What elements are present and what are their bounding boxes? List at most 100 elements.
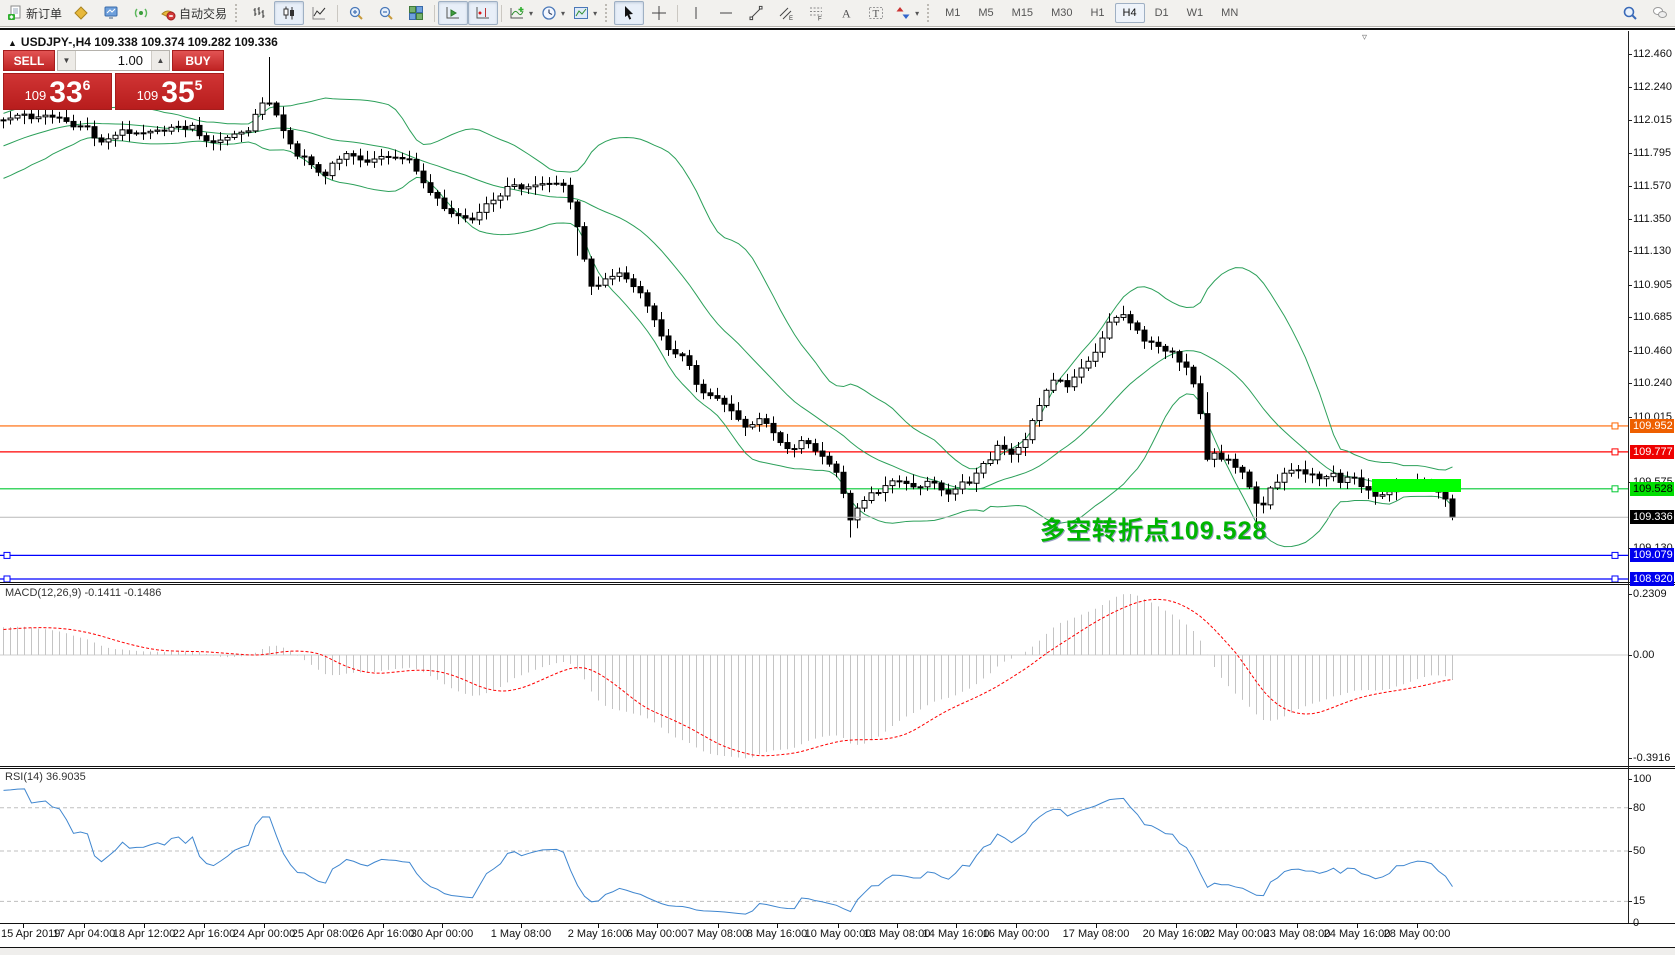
hline-handle-icon[interactable] (1611, 448, 1619, 456)
market-watch-button[interactable] (96, 1, 126, 25)
time-label[interactable]: 22 Apr 16:00 (172, 928, 236, 940)
time-label[interactable]: 24 May 16:00 (1323, 928, 1391, 940)
timeframe-h1-button[interactable]: H1 (1090, 7, 1105, 19)
time-label[interactable]: 18 Apr 12:00 (112, 928, 176, 940)
cursor-button[interactable] (614, 1, 645, 25)
time-label[interactable]: 17 May 08:00 (1062, 928, 1130, 940)
templates-button[interactable]: ▾ (569, 1, 601, 25)
bar-chart-button[interactable] (244, 1, 274, 25)
candlestick-button[interactable] (274, 1, 305, 25)
time-label[interactable]: 7 May 08:00 (687, 928, 749, 940)
timeframe-w1-button[interactable]: W1 (1186, 7, 1204, 19)
profile-icon (73, 5, 89, 21)
timeframe-m30-button[interactable]: M30 (1051, 7, 1073, 19)
hline-handle-icon[interactable] (1611, 485, 1619, 493)
new-order-button[interactable]: 新订单 (3, 1, 66, 25)
timeframe-m5-button[interactable]: M5 (978, 7, 994, 19)
time-tick (657, 924, 658, 928)
bollinger-upper-band (3, 97, 1453, 471)
hline-handle-icon[interactable] (1611, 551, 1619, 559)
time-label[interactable]: 14 May 16:00 (922, 928, 990, 940)
time-label[interactable]: 15 Apr 2019 (1, 928, 61, 940)
window-bottom-line (0, 947, 1675, 948)
time-label[interactable]: 17 Apr 04:00 (52, 928, 116, 940)
time-label[interactable]: 22 May 00:00 (1202, 928, 1270, 940)
time-tick (204, 924, 205, 928)
arrows-button[interactable]: ▾ (891, 1, 923, 25)
toolbar-separator (501, 4, 503, 22)
fibonacci-button[interactable]: F (801, 1, 831, 25)
hline-button[interactable] (711, 1, 741, 25)
autoscroll-button[interactable] (438, 1, 469, 25)
autotrade-button[interactable]: 自动交易 (156, 1, 231, 25)
time-label[interactable]: 1 May 08:00 (490, 928, 552, 940)
text-button[interactable]: A (831, 1, 861, 25)
periods-button[interactable]: ▾ (537, 1, 569, 25)
volume-increase-button[interactable]: ▲ (151, 51, 169, 70)
channel-button[interactable]: E (771, 1, 801, 25)
rsi-axis-value: 100 (1633, 773, 1652, 785)
time-label[interactable]: 23 May 08:00 (1263, 928, 1331, 940)
chart-annotation-text[interactable]: 多空转折点109.528 (1040, 517, 1268, 545)
timeframe-m15-button[interactable]: M15 (1011, 7, 1034, 19)
bollinger-middle-band (3, 122, 1453, 490)
time-label[interactable]: 26 Apr 16:00 (351, 928, 415, 940)
time-label[interactable]: 6 May 00:00 (626, 928, 688, 940)
indicators-button[interactable]: ▾ (505, 1, 537, 25)
rsi-indicator-label: RSI(14) 36.9035 (5, 771, 86, 783)
autotrade-button-label: 自动交易 (179, 6, 228, 21)
price-tick: 111.130 (1633, 245, 1672, 258)
chat-button[interactable] (1645, 1, 1675, 25)
vline-button[interactable] (681, 1, 711, 25)
price-tick-tick (1628, 119, 1632, 121)
search-button[interactable] (1615, 1, 1645, 25)
zoom-out-button[interactable] (371, 1, 401, 25)
time-label[interactable]: 30 Apr 00:00 (410, 928, 474, 940)
buy-button[interactable]: BUY (172, 50, 224, 71)
crosshair-button[interactable] (644, 1, 674, 25)
timeframe-d1-button[interactable]: D1 (1154, 7, 1169, 19)
time-label[interactable]: 13 May 08:00 (863, 928, 931, 940)
timeframe-m1-button[interactable]: M1 (945, 7, 961, 19)
label-button[interactable]: T (861, 1, 891, 25)
signals-button[interactable] (126, 1, 156, 25)
collapse-panel-icon[interactable]: ▲ (8, 38, 17, 48)
hline-price-label: 109.079 (1630, 548, 1674, 563)
timeframe-mn-button[interactable]: MN (1221, 7, 1239, 19)
time-label[interactable]: 24 Apr 00:00 (232, 928, 296, 940)
profile-button[interactable] (66, 1, 96, 25)
highlight-rectangle[interactable] (1372, 479, 1461, 492)
bar-chart-icon (251, 5, 267, 21)
time-label[interactable]: 2 May 16:00 (567, 928, 629, 940)
time-label[interactable]: 16 May 00:00 (982, 928, 1050, 940)
hline-handle-icon[interactable] (3, 551, 11, 559)
hline-handle-icon[interactable] (3, 575, 11, 582)
sell-price-button[interactable]: 109 33 6 (3, 73, 112, 110)
hline-handle-icon[interactable] (1611, 575, 1619, 582)
tile-windows-button[interactable] (401, 1, 431, 25)
time-tick (838, 924, 839, 928)
time-label[interactable]: 20 May 16:00 (1142, 928, 1210, 940)
panel-separator[interactable] (0, 582, 1675, 585)
time-label[interactable]: 28 May 00:00 (1383, 928, 1451, 940)
timeframe-h4-button[interactable]: H4 (1114, 3, 1145, 23)
volume-decrease-button[interactable]: ▼ (58, 51, 76, 70)
price-tick-tick (1628, 54, 1632, 55)
sell-button[interactable]: SELL (3, 50, 55, 71)
panel-separator[interactable] (0, 766, 1675, 769)
zoom-in-button[interactable] (341, 1, 371, 25)
hline-handle-icon[interactable] (1611, 422, 1619, 430)
buy-price-button[interactable]: 109 35 5 (115, 73, 224, 110)
time-label[interactable]: 25 Apr 08:00 (291, 928, 355, 940)
chart-shift-marker-icon[interactable]: ▿ (1362, 32, 1368, 43)
toolbar-grabber (235, 4, 240, 22)
templates-icon (573, 5, 589, 21)
chart-shift-button[interactable] (468, 1, 499, 25)
time-label[interactable]: 10 May 00:00 (804, 928, 872, 940)
price-tick-tick (1628, 251, 1632, 253)
time-label[interactable]: 8 May 16:00 (746, 928, 808, 940)
volume-input[interactable]: 1.00 (117, 53, 143, 68)
trendline-button[interactable] (741, 1, 771, 25)
line-chart-button[interactable] (304, 1, 334, 25)
cursor-icon (621, 5, 637, 21)
